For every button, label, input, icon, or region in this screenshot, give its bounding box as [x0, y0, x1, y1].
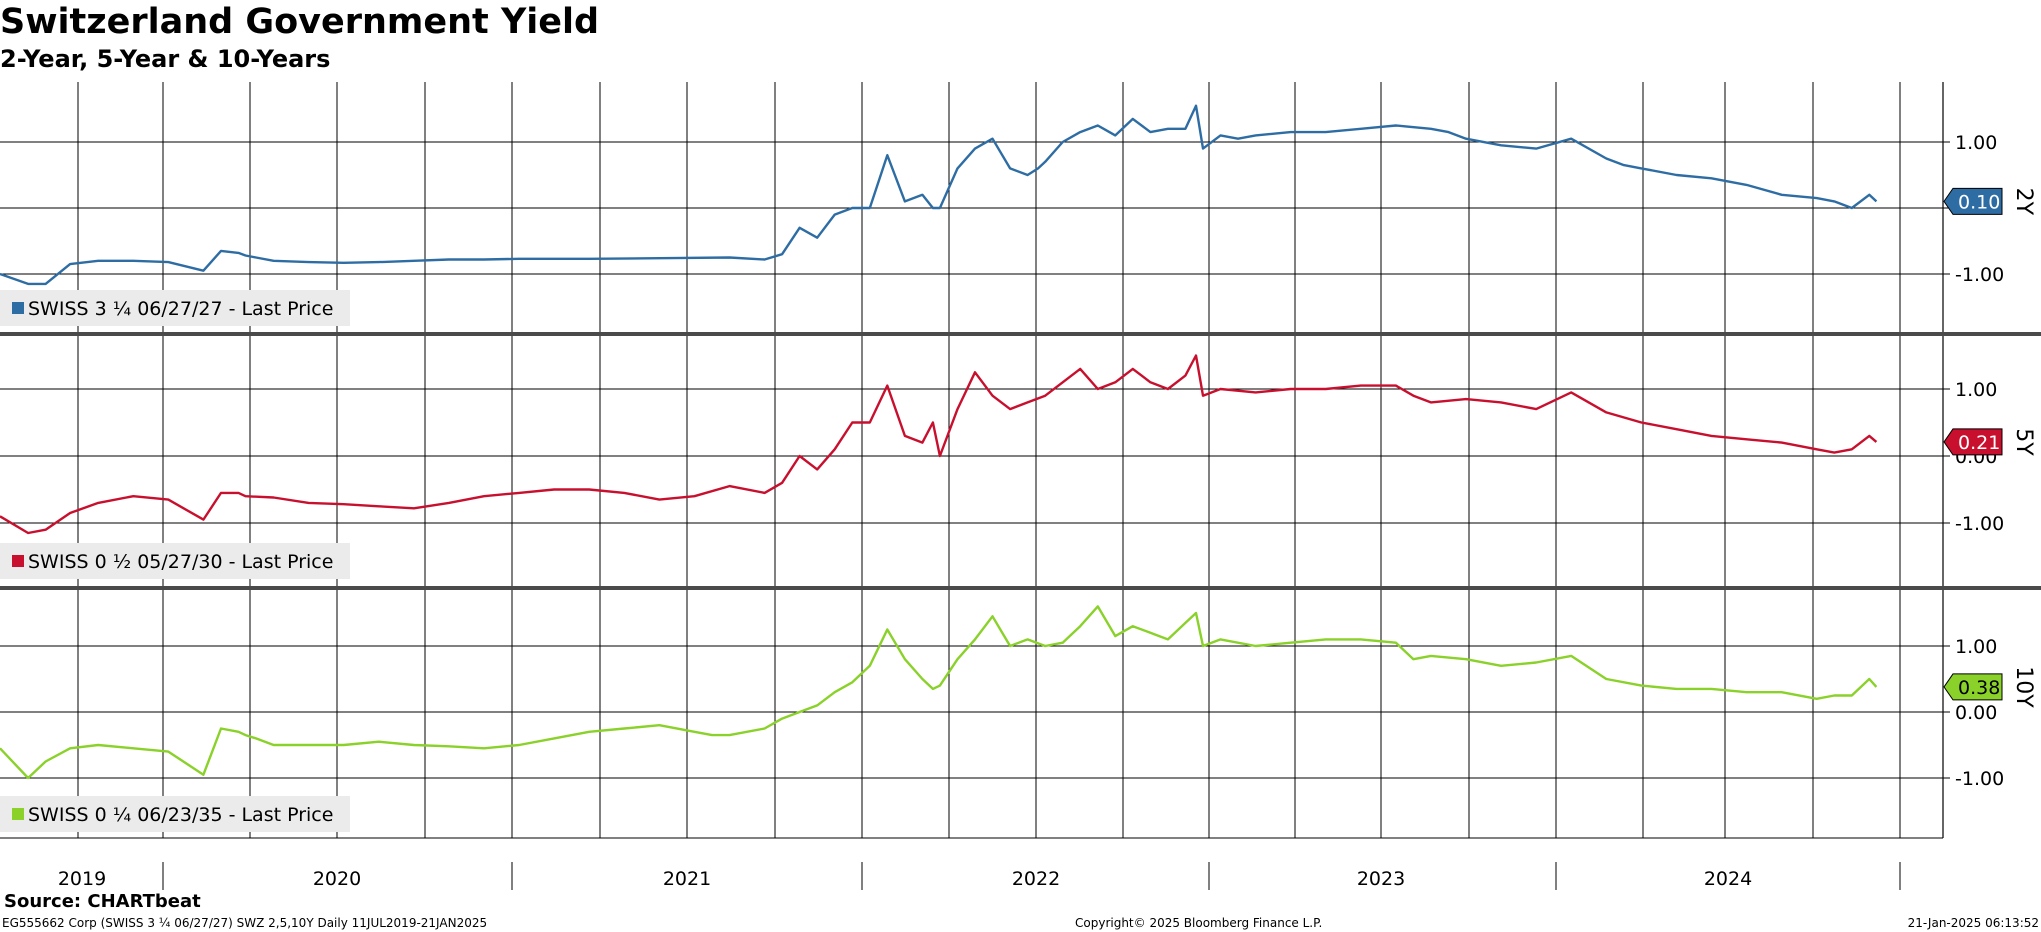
- x-tick-label: 2023: [1357, 868, 1405, 890]
- y-tick-label: 0.00: [1955, 702, 1997, 724]
- legends: SWISS 3 ¼ 06/27/27 - Last Price SWISS 0 ½…: [0, 290, 350, 832]
- x-tick-label: 2022: [1012, 868, 1060, 890]
- legend-label: SWISS 3 ¼ 06/27/27 - Last Price: [28, 298, 333, 320]
- gridlines: [0, 82, 2041, 890]
- legend-label: SWISS 0 ¼ 06/23/35 - Last Price: [28, 804, 333, 826]
- legend-swatch: [12, 555, 24, 567]
- panel-tag-2Y: 2Y: [2011, 188, 2036, 216]
- yield-chart: SWISS 3 ¼ 06/27/27 - Last Price SWISS 0 ½…: [0, 82, 2041, 890]
- source-note: Source: CHARTbeat: [4, 891, 201, 912]
- last-price-label: 0.10: [1958, 191, 2000, 213]
- last-price-label: 0.21: [1958, 432, 2000, 454]
- legend-background: [0, 543, 350, 579]
- footer-timestamp: 21-Jan-2025 06:13:52: [1907, 916, 2039, 930]
- last-price-marker: [1943, 187, 2003, 215]
- legend-5Y: SWISS 0 ½ 05/27/30 - Last Price: [0, 543, 350, 579]
- series-line-5Y: [0, 354, 1878, 535]
- y-tick-label: -1.00: [1955, 264, 2004, 286]
- panel-separator: [0, 332, 2041, 336]
- last-price-label: 0.38: [1958, 677, 2000, 699]
- footer-security-info: EG555662 Corp (SWISS 3 ¼ 06/27/27) SWZ 2…: [2, 916, 488, 930]
- y-tick-label: 1.00: [1955, 636, 1997, 658]
- y-tick-label: -1.00: [1955, 768, 2004, 790]
- panel-tag-10Y: 10Y: [2011, 666, 2036, 708]
- y-tick-label: -1.00: [1955, 513, 2004, 535]
- chart-subtitle: 2-Year, 5-Year & 10-Years: [0, 45, 331, 73]
- last-price-tag-2Y: 0.10: [1943, 187, 2003, 215]
- axis-labels: 1.00 -1.00 0.10 2Y 1.00 0.00 -1.00 0.21 5Y 1.00 0.…: [58, 132, 2036, 890]
- chart-title: Switzerland Government Yield: [0, 2, 600, 42]
- last-price-tag-5Y: 0.21: [1943, 428, 2003, 456]
- panel-separator: [0, 586, 2041, 590]
- series-line-10Y: [0, 605, 1878, 780]
- series-layer: [0, 104, 1878, 780]
- legend-background: [0, 290, 350, 326]
- legend-swatch: [12, 808, 24, 820]
- panel-tag-5Y: 5Y: [2011, 428, 2036, 456]
- legend-label: SWISS 0 ½ 05/27/30 - Last Price: [28, 551, 333, 573]
- legend-background: [0, 796, 350, 832]
- last-price-marker: [1943, 673, 2003, 701]
- legend-10Y: SWISS 0 ¼ 06/23/35 - Last Price: [0, 796, 350, 832]
- last-price-tag-10Y: 0.38: [1943, 673, 2003, 701]
- series-line-2Y: [0, 104, 1878, 286]
- x-tick-label: 2019: [58, 868, 106, 890]
- y-tick-label: 1.00: [1955, 132, 1997, 154]
- x-tick-label: 2020: [313, 868, 361, 890]
- last-price-marker: [1943, 428, 2003, 456]
- footer-copyright: Copyright© 2025 Bloomberg Finance L.P.: [1075, 916, 1323, 930]
- legend-2Y: SWISS 3 ¼ 06/27/27 - Last Price: [0, 290, 350, 326]
- y-tick-label: 1.00: [1955, 379, 1997, 401]
- legend-swatch: [12, 302, 24, 314]
- x-tick-label: 2024: [1704, 868, 1752, 890]
- x-tick-label: 2021: [663, 868, 711, 890]
